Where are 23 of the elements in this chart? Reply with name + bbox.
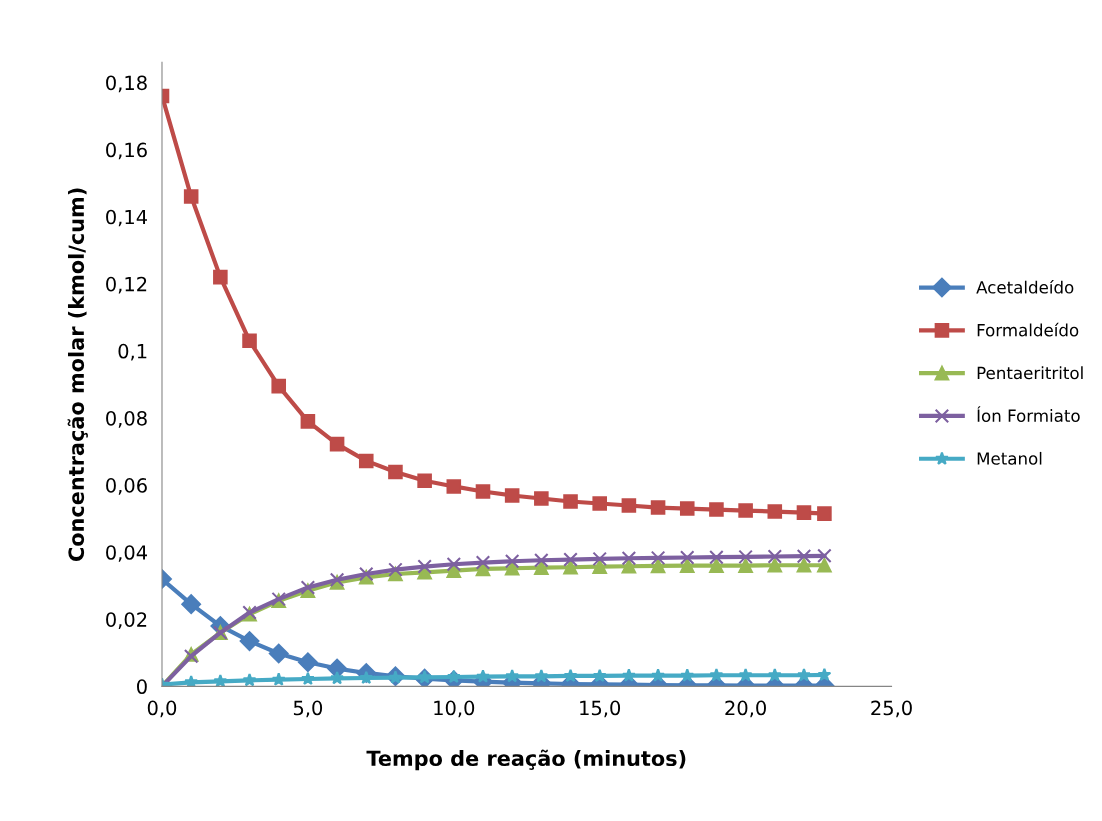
legend-label: Metanol [977, 451, 1042, 465]
legend-label: Pentaeritritol [977, 366, 1083, 380]
y-tick-label: 0,14 [106, 209, 148, 227]
y-tick-label: 0,12 [106, 276, 147, 294]
y-tick-label: 0,16 [106, 142, 147, 160]
y-tick-label: 0,18 [106, 75, 147, 93]
y-tick-label: 0,1 [118, 343, 147, 361]
y-tick-label: 0 [137, 679, 147, 695]
legend-label: Formaldeído [977, 322, 1079, 337]
y-tick-label: 0,08 [106, 410, 147, 428]
y-tick-label: 0,04 [106, 545, 148, 562]
y-tick-label: 0,06 [106, 478, 147, 495]
x-tick-label: 20,0 [725, 700, 766, 718]
x-tick-label: 25,0 [871, 700, 912, 718]
x-tick-label: 15,0 [580, 700, 621, 718]
legend-label: Acetaldeído [976, 280, 1074, 294]
legend-label: Íon Formiato [977, 406, 1080, 423]
x-tick-label: 0,0 [147, 700, 177, 718]
x-axis-title: Tempo de reação (minutos) [366, 749, 686, 771]
y-axis-title: Concentração molar (kmol/cum) [67, 188, 88, 561]
x-tick-label: 5,0 [293, 700, 323, 718]
x-tick-label: 10,0 [434, 700, 475, 718]
y-tick-label: 0,02 [106, 612, 147, 629]
